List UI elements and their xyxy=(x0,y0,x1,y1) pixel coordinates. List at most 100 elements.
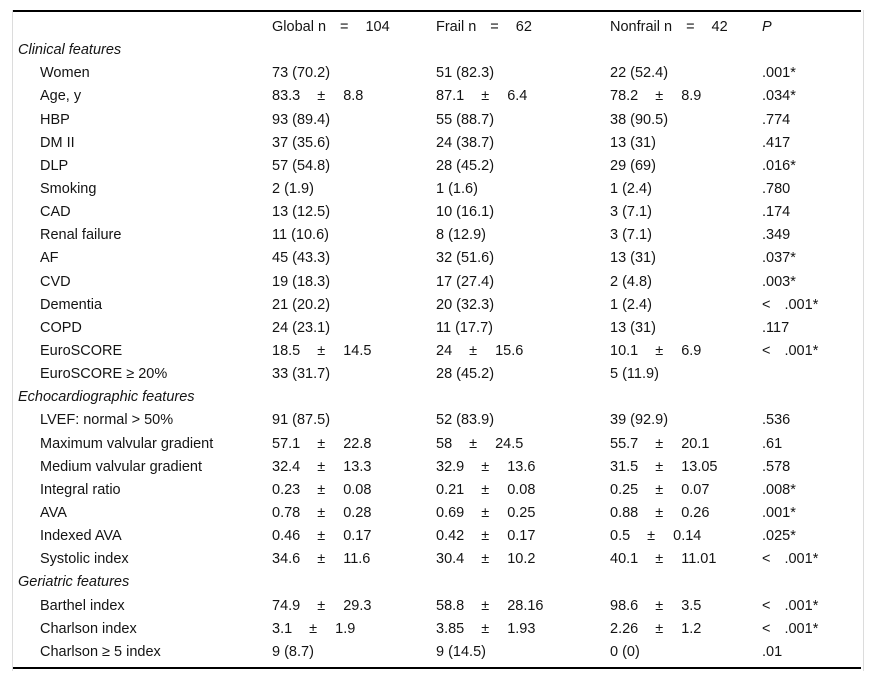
count-value: 13 (31) xyxy=(610,250,656,267)
plus-minus-sign: ± xyxy=(481,88,490,105)
count-value: 28 (45.2) xyxy=(436,366,495,383)
value-cell: 0.42 ±0.17 xyxy=(436,525,610,548)
row-label: Dementia xyxy=(40,296,103,313)
plus-minus-sign: ± xyxy=(655,435,664,452)
mean-value: 2.26 xyxy=(610,620,639,637)
row-label: Maximum valvular gradient xyxy=(40,435,214,452)
row-label: DLP xyxy=(40,157,69,174)
section-title-row: Echocardiographic features xyxy=(0,386,875,409)
value-cell: 10.1 ±6.9 xyxy=(610,340,762,363)
sd-value: 8.9 xyxy=(681,88,702,105)
group-n: 104 xyxy=(365,19,390,35)
section-title-row: Clinical features xyxy=(0,39,875,62)
value-cell: 0.88 ±0.26 xyxy=(610,502,762,525)
mean-value: 0.25 xyxy=(610,481,639,498)
count-value: 57 (54.8) xyxy=(272,157,331,174)
table-row: AVA 0.78 ±0.28 0.69 ±0.25 0.88 ±0.26 .001* xyxy=(0,502,875,525)
count-value: 45 (43.3) xyxy=(272,250,331,267)
plus-minus-sign: ± xyxy=(655,551,664,568)
less-than-sign: < xyxy=(762,597,771,614)
p-value-cell: .01 xyxy=(762,641,875,664)
value-cell: 87.1 ±6.4 xyxy=(436,85,610,108)
table-row: EuroSCORE 18.5 ±14.5 24 ±15.6 10.1 ±6.9 < .001* xyxy=(0,340,875,363)
mean-value: 32.9 xyxy=(436,458,465,475)
plus-minus-sign: ± xyxy=(317,458,326,475)
section-title: Clinical features xyxy=(18,42,122,59)
mean-value: 74.9 xyxy=(272,597,301,614)
equals-sign: = xyxy=(490,19,499,35)
mean-value: 10.1 xyxy=(610,342,639,359)
table-row: LVEF: normal > 50% 91 (87.5) 52 (83.9) 39 (… xyxy=(0,409,875,432)
p-value-cell: .016* xyxy=(762,155,875,178)
sd-value: 0.08 xyxy=(343,481,372,498)
sd-value: 15.6 xyxy=(495,342,524,359)
count-value: 17 (27.4) xyxy=(436,273,495,290)
plus-minus-sign: ± xyxy=(481,481,490,498)
value-cell: 1 (2.4) xyxy=(610,178,762,201)
p-value-cell: .001* xyxy=(762,62,875,85)
group-name: Global n xyxy=(272,19,327,35)
mean-value: 3.1 xyxy=(272,620,293,637)
p-header-label: P xyxy=(762,19,772,35)
sd-value: 0.28 xyxy=(343,504,372,521)
count-value: 73 (70.2) xyxy=(272,65,331,82)
value-cell: 19 (18.3) xyxy=(272,271,436,294)
count-value: 20 (32.3) xyxy=(436,296,495,313)
p-value: .001* xyxy=(762,504,796,521)
p-value-cell: .034* xyxy=(762,85,875,108)
count-value: 28 (45.2) xyxy=(436,157,495,174)
value-cell: 78.2 ±8.9 xyxy=(610,85,762,108)
row-label: Systolic index xyxy=(40,551,129,568)
value-cell: 0.78 ±0.28 xyxy=(272,502,436,525)
mean-value: 34.6 xyxy=(272,551,301,568)
sd-value: 1.9 xyxy=(335,620,356,637)
p-value: .001* xyxy=(784,597,819,614)
count-value: 10 (16.1) xyxy=(436,204,495,221)
value-cell: 3 (7.1) xyxy=(610,224,762,247)
column-header-nonfrail: Nonfrail n = 42 xyxy=(610,16,762,39)
count-value: 3 (7.1) xyxy=(610,227,652,244)
table-row: Age, y 83.3 ±8.8 87.1 ±6.4 78.2 ±8.9 .034* xyxy=(0,85,875,108)
value-cell: 3.85 ±1.93 xyxy=(436,618,610,641)
value-cell: 0 (0) xyxy=(610,641,762,664)
mean-value: 0.78 xyxy=(272,504,301,521)
value-cell: 55 (88.7) xyxy=(436,109,610,132)
row-label: LVEF: normal > 50% xyxy=(40,412,174,429)
mean-value: 87.1 xyxy=(436,88,465,105)
row-label: COPD xyxy=(40,319,82,336)
p-value-cell: < .001* xyxy=(762,340,875,363)
row-label: Integral ratio xyxy=(40,481,121,498)
sd-value: 13.3 xyxy=(343,458,372,475)
table-row: Charlson index 3.1 ±1.9 3.85 ±1.93 2.26 ±1.2 <.… xyxy=(0,618,875,641)
mean-value: 0.69 xyxy=(436,504,465,521)
plus-minus-sign: ± xyxy=(481,597,490,614)
sd-value: 1.93 xyxy=(507,620,536,637)
sd-value: 0.07 xyxy=(681,481,710,498)
mean-value: 83.3 xyxy=(272,88,301,105)
row-label: Indexed AVA xyxy=(40,528,122,545)
count-value: 32 (51.6) xyxy=(436,250,495,267)
table-row: Women 73 (70.2) 51 (82.3) 22 (52.4) .001* xyxy=(0,62,875,85)
count-value: 1 (2.4) xyxy=(610,296,652,313)
mean-value: 3.85 xyxy=(436,620,465,637)
p-value: .61 xyxy=(762,435,783,452)
row-label: Renal failure xyxy=(40,227,122,244)
group-n: 42 xyxy=(711,19,728,35)
count-value: 55 (88.7) xyxy=(436,111,495,128)
value-cell: 45 (43.3) xyxy=(272,247,436,270)
count-value: 9 (8.7) xyxy=(272,643,314,660)
table-row: HBP 93 (89.4) 55 (88.7) 38 (90.5) .774 xyxy=(0,109,875,132)
value-cell: 0.5 ±0.14 xyxy=(610,525,762,548)
row-label: Charlson ≥ 5 index xyxy=(40,643,161,660)
count-value: 22 (52.4) xyxy=(610,65,669,82)
sd-value: 0.26 xyxy=(681,504,710,521)
table-row: CAD 13 (12.5) 10 (16.1) 3 (7.1) .174 xyxy=(0,201,875,224)
plus-minus-sign: ± xyxy=(481,458,490,475)
sd-value: 14.5 xyxy=(343,342,372,359)
p-value: .349 xyxy=(762,227,791,244)
table-row: EuroSCORE ≥ 20% 33 (31.7) 28 (45.2) 5 (11.9… xyxy=(0,363,875,386)
plus-minus-sign: ± xyxy=(481,504,490,521)
count-value: 0 (0) xyxy=(610,643,640,660)
value-cell: 3.1 ±1.9 xyxy=(272,618,436,641)
less-than-sign: < xyxy=(762,620,771,637)
